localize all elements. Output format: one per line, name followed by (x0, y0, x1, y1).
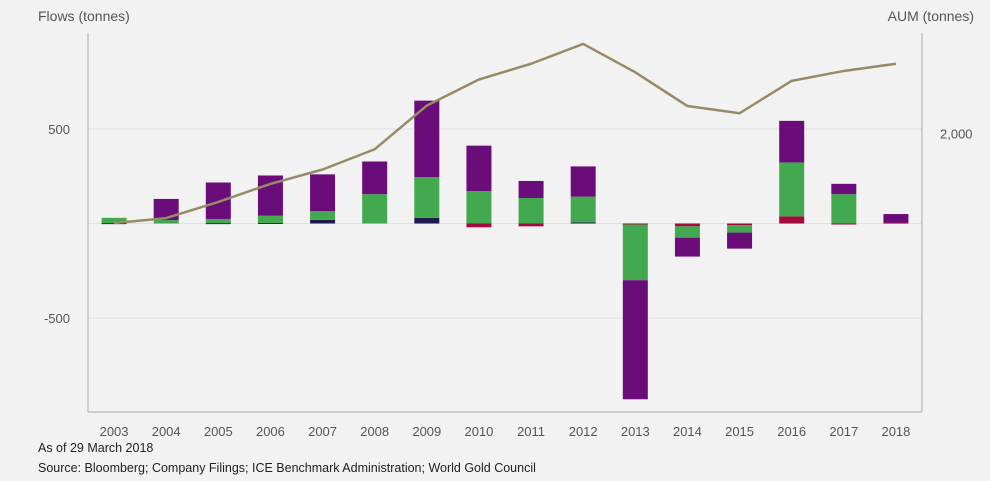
y-tick-label-left: 500 (48, 122, 70, 137)
x-tick-label: 2005 (204, 424, 233, 439)
bar-segment (570, 222, 596, 224)
bar-segment (727, 225, 753, 233)
as-of-date: As of 29 March 2018 (38, 441, 154, 455)
bar-segment (205, 223, 231, 225)
bar-segment (518, 223, 544, 227)
bar-segment (466, 223, 492, 228)
x-tick-label: 2015 (725, 424, 754, 439)
x-tick-label: 2014 (673, 424, 702, 439)
x-tick-label: 2009 (412, 424, 441, 439)
bar-segment (257, 222, 283, 224)
bar-segment (101, 217, 127, 224)
bar-segment (622, 280, 648, 400)
bar-segment (674, 226, 700, 238)
bar-segment (257, 215, 283, 223)
x-tick-label: 2003 (100, 424, 129, 439)
bar-segment (727, 232, 753, 249)
bar-segment (622, 223, 648, 225)
bar-segment (883, 214, 909, 223)
left-axis-title: Flows (tonnes) (38, 8, 130, 24)
bar-segment (466, 145, 492, 191)
x-tick-label: 2006 (256, 424, 285, 439)
x-tick-label: 2016 (777, 424, 806, 439)
x-tick-label: 2018 (881, 424, 910, 439)
x-tick-label: 2012 (569, 424, 598, 439)
bar-segment (466, 190, 492, 224)
x-tick-label: 2010 (464, 424, 493, 439)
bar-segment (674, 223, 700, 227)
y-tick-label-right: 2,000 (940, 127, 973, 142)
bar-segment (779, 120, 805, 163)
bar-segment (310, 211, 336, 220)
bar-segment (674, 237, 700, 257)
bar-segment (831, 183, 857, 195)
bar-segment (362, 161, 388, 195)
right-axis-title: AUM (tonnes) (887, 8, 974, 24)
bar-segment (831, 194, 857, 224)
bar-segment (414, 177, 440, 218)
x-tick-label: 2007 (308, 424, 337, 439)
bar-segment (622, 224, 648, 281)
bar-segment (570, 196, 596, 223)
bar-segment (205, 218, 231, 224)
x-tick-label: 2008 (360, 424, 389, 439)
bar-segment (779, 216, 805, 224)
bar-segment (831, 223, 857, 225)
bar-segment (883, 222, 909, 224)
bar-segment (153, 220, 179, 224)
x-tick-label: 2011 (517, 424, 545, 439)
bar-segment (310, 219, 336, 224)
bar-segment (570, 166, 596, 197)
source-note: Source: Bloomberg; Company Filings; ICE … (38, 461, 536, 475)
bar-segment (310, 174, 336, 212)
bar-segment (414, 217, 440, 224)
bar-segment (101, 223, 127, 225)
bar-segment (779, 162, 805, 217)
aum-line (113, 42, 897, 225)
bar-segment (153, 198, 179, 221)
bar-segment (727, 223, 753, 226)
bar-segment (518, 180, 544, 198)
x-tick-label: 2017 (829, 424, 858, 439)
bar-segment (362, 194, 388, 224)
y-tick-label-left: -500 (44, 311, 70, 326)
x-tick-label: 2013 (621, 424, 650, 439)
x-tick-label: 2004 (152, 424, 181, 439)
bar-segment (518, 197, 544, 224)
